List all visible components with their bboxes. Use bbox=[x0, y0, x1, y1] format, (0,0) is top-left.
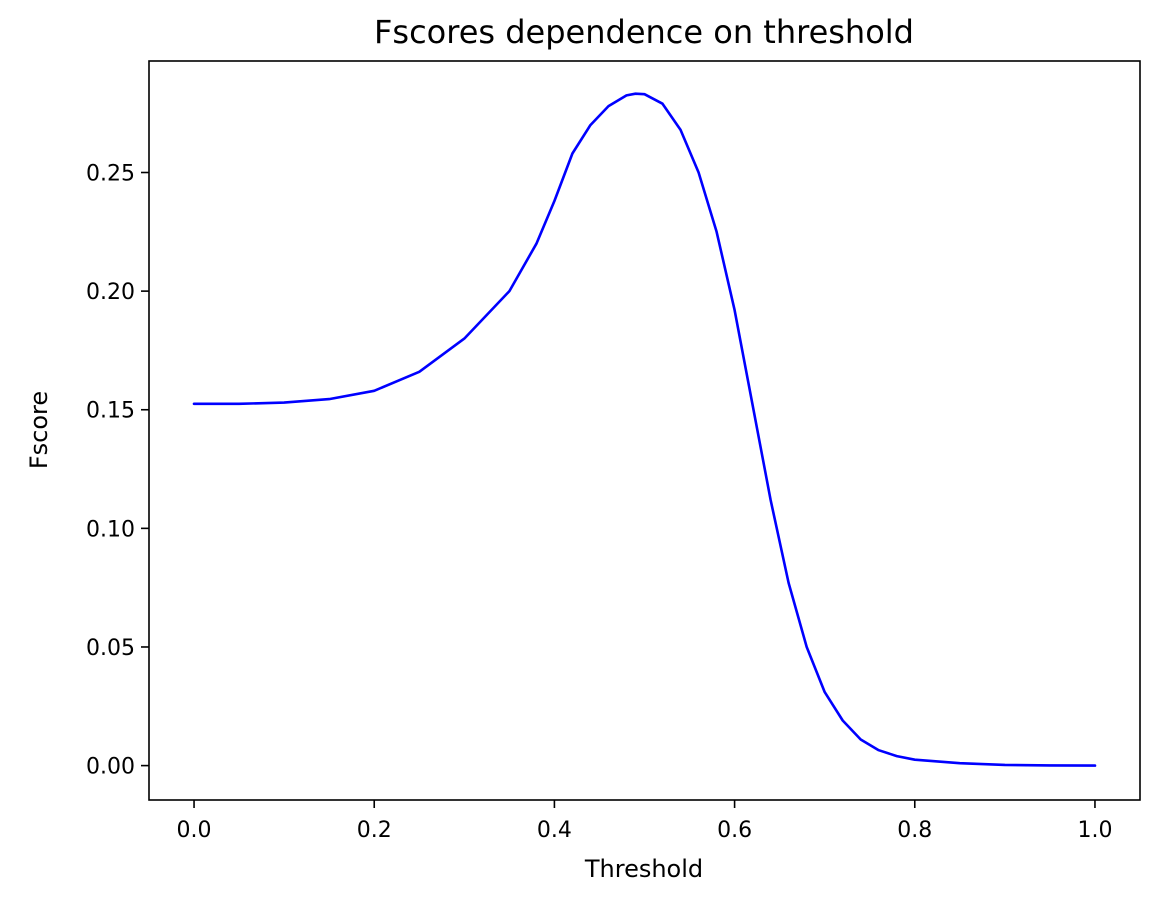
chart-title: Fscores dependence on threshold bbox=[374, 13, 914, 51]
x-tick-label: 0.8 bbox=[897, 818, 932, 843]
y-tick-label: 0.20 bbox=[86, 280, 135, 305]
y-tick-label: 0.00 bbox=[86, 755, 135, 780]
x-tick-label: 1.0 bbox=[1077, 818, 1112, 843]
x-tick-label: 0.0 bbox=[177, 818, 212, 843]
y-tick-label: 0.15 bbox=[86, 399, 135, 424]
x-axis-label: Threshold bbox=[584, 855, 703, 883]
x-tick-label: 0.2 bbox=[357, 818, 392, 843]
x-tick-label: 0.6 bbox=[717, 818, 752, 843]
x-axis: 0.0 0.2 0.4 0.6 0.8 1.0 bbox=[177, 800, 1112, 843]
plot-frame bbox=[148, 60, 1141, 801]
y-tick-label: 0.10 bbox=[86, 517, 135, 542]
x-tick-label: 0.4 bbox=[537, 818, 572, 843]
fscore-series-line bbox=[192, 92, 1097, 767]
y-axis-label: Fscore bbox=[25, 391, 53, 469]
y-axis: 0.00 0.05 0.10 0.15 0.20 0.25 bbox=[86, 162, 149, 780]
y-tick-label: 0.25 bbox=[86, 162, 135, 187]
y-tick-label: 0.05 bbox=[86, 636, 135, 661]
